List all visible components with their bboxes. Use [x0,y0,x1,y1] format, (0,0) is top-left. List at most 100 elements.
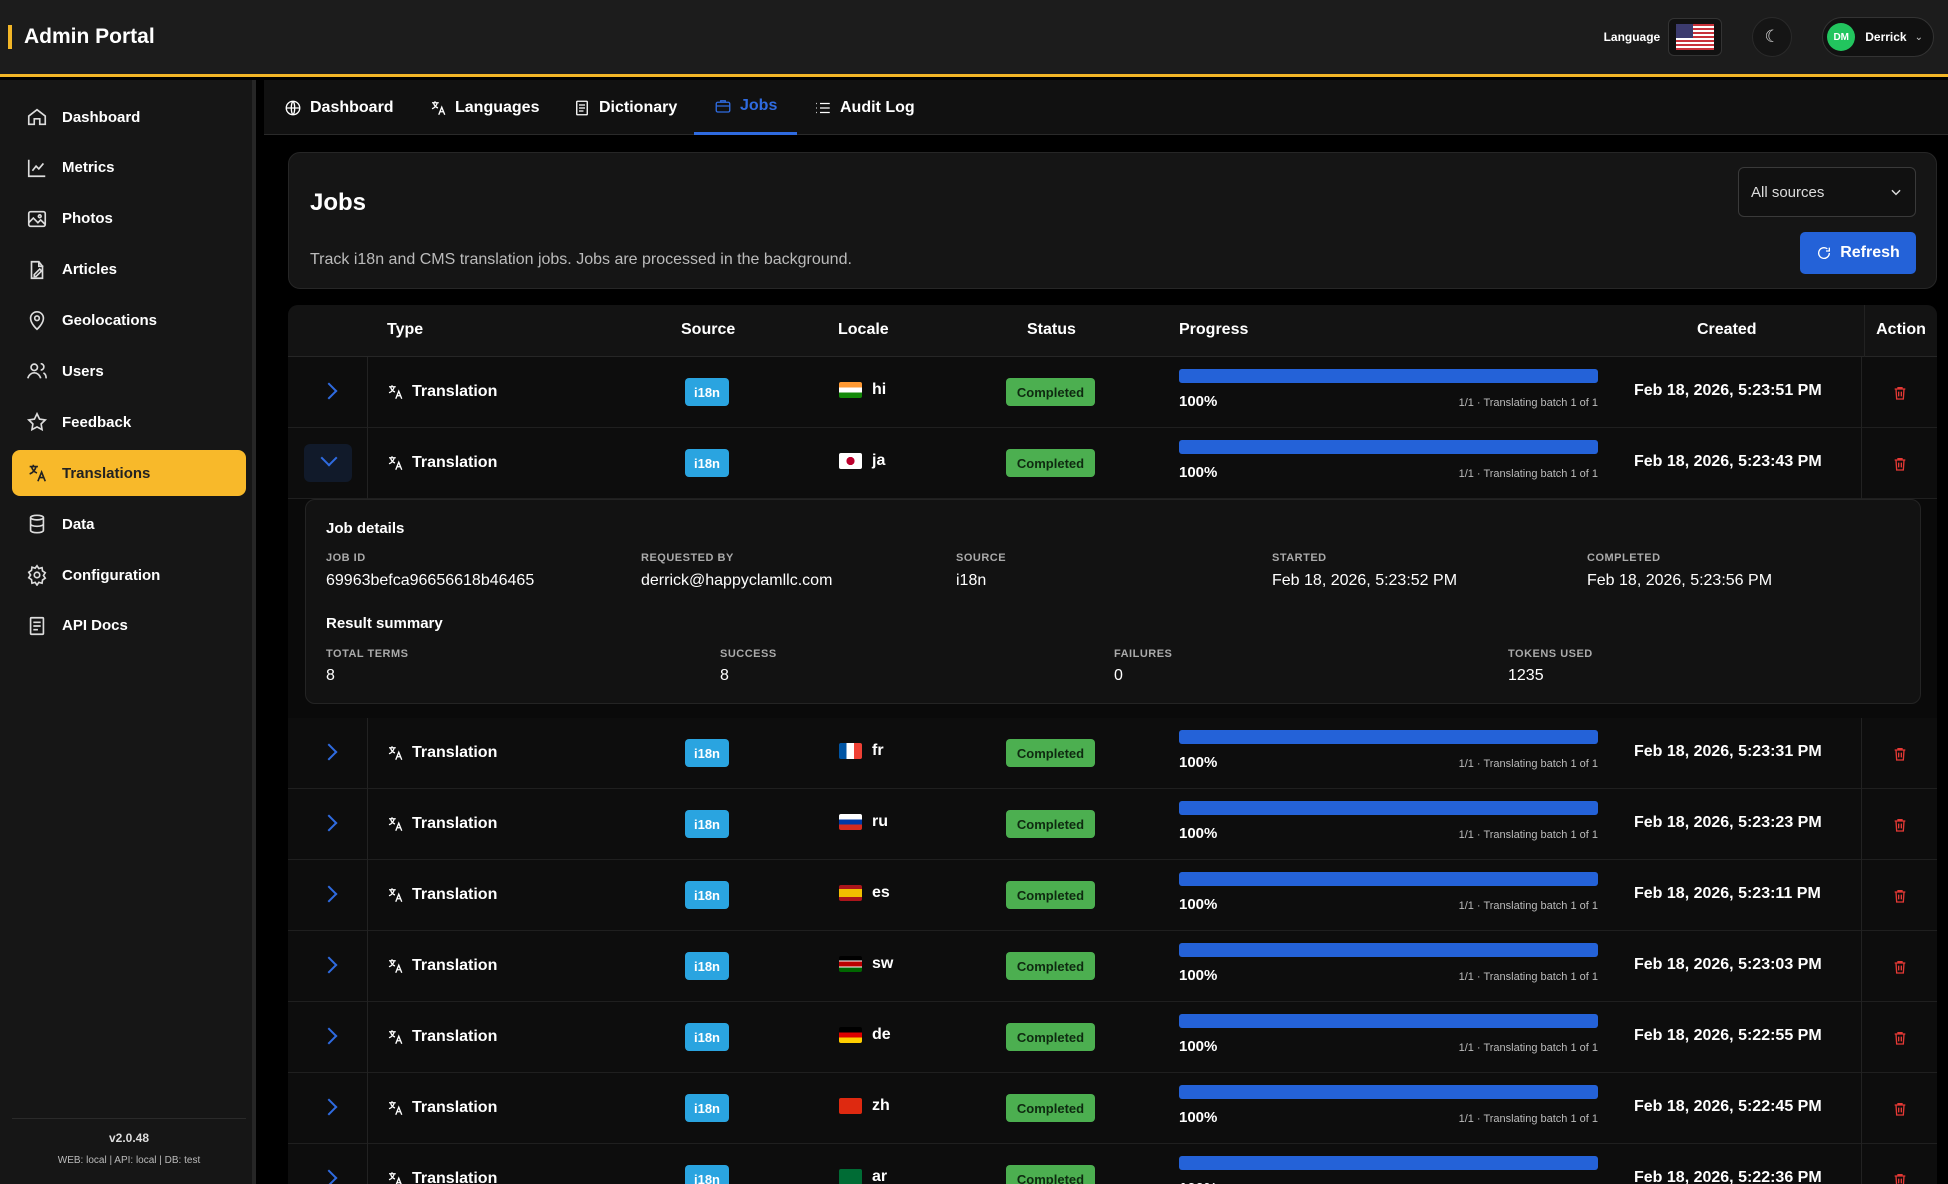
locale-flag-icon [839,885,862,901]
progress-note: 1/1 · Translating batch 1 of 1 [1458,758,1598,770]
success-value: 8 [720,667,729,684]
column-header-type: Type [387,321,424,338]
job-type-label: Translation [412,744,498,761]
progress-percent: 100% [1179,754,1218,771]
translate-icon [388,1030,403,1045]
document-icon [29,616,45,635]
theme-toggle-button[interactable]: ☾ [1752,17,1793,57]
user-name: Derrick [1865,30,1907,44]
tab-audit-log[interactable]: Audit Log [814,80,915,135]
delete-button[interactable] [1892,745,1908,763]
sidebar-item-dashboard[interactable]: Dashboard [12,94,246,140]
tab-label: Jobs [740,97,778,114]
language-selector[interactable] [1668,18,1723,56]
sidebar-item-users[interactable]: Users [12,348,246,394]
progress-note: 1/1 · Translating batch 1 of 1 [1458,1113,1598,1125]
sidebar-item-translations[interactable]: Translations [12,450,246,497]
brand: Admin Portal [0,24,155,50]
tab-languages[interactable]: Languages [429,80,539,135]
delete-button[interactable] [1892,1171,1908,1184]
delete-button[interactable] [1892,887,1908,905]
users-icon [27,363,47,380]
sidebar-item-label: Dashboard [62,108,141,126]
action-cell [1861,931,1937,1002]
sidebar-footer: v2.0.48 WEB: local | API: local | DB: te… [12,1118,246,1166]
delete-button[interactable] [1892,1100,1908,1118]
tab-jobs[interactable]: Jobs [694,80,798,135]
action-cell [1861,428,1937,499]
locale-code: es [872,884,890,901]
sidebar-item-photos[interactable]: Photos [12,196,246,242]
delete-button[interactable] [1892,958,1908,976]
table-row[interactable]: Translation i18n hi Completed 100% 1/1 ·… [288,357,1937,428]
chevron-down-icon: ⌄ [1914,31,1923,43]
avatar: DM [1827,23,1856,51]
sidebar-item-geolocations[interactable]: Geolocations [12,298,246,344]
source-filter-select[interactable]: All sources [1738,167,1916,217]
requested-by-value: derrick@happyclamllc.com [641,572,833,589]
job-id-value: 69963befca96656618b46465 [326,572,535,589]
sidebar-item-api-docs[interactable]: API Docs [12,603,246,649]
chevron-right-icon [320,382,338,400]
refresh-button[interactable]: Refresh [1800,232,1916,274]
expand-toggle[interactable] [288,860,368,931]
progress-note: 1/1 · Translating batch 1 of 1 [1458,1042,1598,1054]
chevron-right-icon [320,1169,338,1184]
globe-icon [285,100,301,115]
locale-code: zh [872,1097,890,1114]
sidebar-item-articles[interactable]: Articles [12,247,246,293]
tab-dictionary[interactable]: Dictionary [573,80,677,135]
table-row[interactable]: Translation i18n ru Completed 100% 1/1 ·… [288,789,1937,860]
action-cell [1861,1144,1937,1184]
locale-code: ru [872,813,888,830]
expand-toggle-highlight [304,444,352,482]
sidebar-item-configuration[interactable]: Configuration [12,552,246,598]
expand-toggle[interactable] [288,1002,368,1073]
chevron-right-icon [320,885,338,903]
expand-toggle[interactable] [288,428,368,499]
table-row[interactable]: Translation i18n zh Completed 100% 1/1 ·… [288,1073,1937,1144]
delete-button[interactable] [1892,455,1908,473]
table-row[interactable]: Translation i18n ja Completed 100% 1/1 ·… [288,428,1937,499]
map-pin-icon [29,310,45,330]
expand-toggle[interactable] [288,931,368,1002]
sidebar-item-metrics[interactable]: Metrics [12,145,246,191]
top-right-controls: Language ☾ DM Derrick ⌄ [1604,17,1934,57]
column-header-created: Created [1697,321,1757,338]
source-badge: i18n [685,810,729,838]
locale: ru [839,813,888,831]
delete-button[interactable] [1892,384,1908,402]
locale-code: sw [872,955,894,972]
table-row[interactable]: Translation i18n sw Completed 100% 1/1 ·… [288,931,1937,1002]
progress-track [1179,872,1598,886]
tab-dashboard[interactable]: Dashboard [284,80,394,135]
sidebar-item-feedback[interactable]: Feedback [12,399,246,445]
user-menu-button[interactable]: DM Derrick ⌄ [1822,17,1934,57]
expand-toggle[interactable] [288,789,368,860]
expand-toggle[interactable] [288,1073,368,1144]
job-type-label: Translation [412,957,498,974]
expand-toggle[interactable] [288,718,368,789]
progress: 100% 1/1 · Translating batch 1 of 1 [1179,1014,1598,1055]
job-details-title: Job details [326,520,405,537]
sidebar-item-label: Photos [62,210,113,228]
page-title: Jobs [310,189,367,216]
delete-button[interactable] [1892,816,1908,834]
source-filter-value: All sources [1751,183,1825,201]
job-type-label: Translation [412,1028,498,1045]
sidebar-item-label: Articles [62,261,118,279]
table-row[interactable]: Translation i18n fr Completed 100% 1/1 ·… [288,718,1937,789]
job-type-label: Translation [412,1170,498,1184]
progress-percent: 100% [1179,1180,1217,1184]
table-row[interactable]: Translation i18n de Completed 100% 1/1 ·… [288,1002,1937,1073]
created-date: Feb 18, 2026, 5:23:23 PM [1634,814,1822,831]
table-row[interactable]: Translation i18n es Completed 100% 1/1 ·… [288,860,1937,931]
expand-toggle[interactable] [288,357,368,428]
table-row[interactable]: Translation i18n ar Completed 100% 1/1 ·… [288,1144,1937,1184]
expand-toggle[interactable] [288,1144,368,1184]
sidebar-item-data[interactable]: Data [12,501,246,547]
action-cell [1861,789,1937,860]
progress: 100% 1/1 · Translating batch 1 of 1 [1179,943,1598,984]
progress-bar [1179,801,1598,815]
delete-button[interactable] [1892,1029,1908,1047]
